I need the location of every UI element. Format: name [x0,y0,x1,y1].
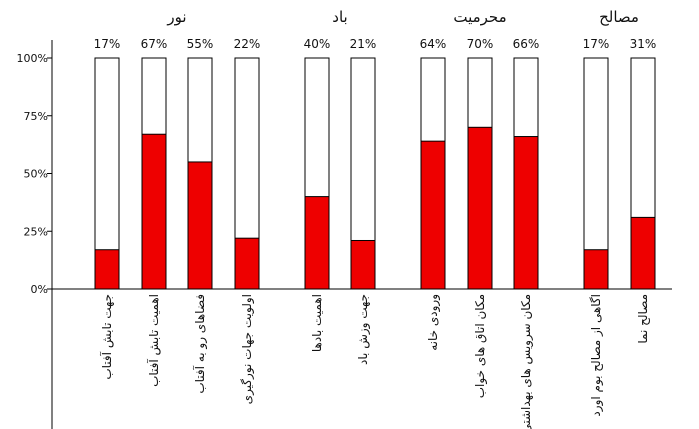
bar [234,237,260,290]
bar [420,140,446,290]
bar [187,161,213,290]
category-label: مکان اتاق های خواب [473,294,488,398]
category-label: جهت وزش باد [356,294,371,365]
bar [94,249,120,290]
value-label: 64% [420,37,447,51]
y-tick-label: 25% [24,225,48,238]
bar [630,216,656,290]
category-label: جهت تابش آفتاب [99,294,115,380]
bar [304,196,330,290]
y-tick-label: 50% [24,168,48,181]
value-label: 17% [94,37,121,51]
value-label: 31% [630,37,657,51]
category-label: اهمیت بادها [310,294,324,352]
value-label: 55% [187,37,214,51]
category-label: مکان سرویس های بهداشتی [519,294,534,429]
bar [141,133,167,290]
category-label: اهمیت تابش آفتاب [146,294,162,387]
category-label: فضاهای رو به آفتاب [192,294,208,394]
bar [583,249,609,290]
bar [467,126,493,290]
value-label: 22% [234,37,261,51]
value-label: 21% [350,37,377,51]
y-tick-label: 0% [31,283,48,296]
value-label: 17% [583,37,610,51]
value-label: 67% [141,37,168,51]
bar [350,239,376,290]
value-label: 66% [513,37,540,51]
category-label: مصالح نما [636,294,650,344]
category-label: اولویت جهات نورگیری [240,294,255,404]
group-label: نور [166,8,186,26]
value-label: 40% [304,37,331,51]
group-label: محرمیت [453,8,506,26]
group-label: باد [332,8,347,26]
bars [94,57,656,290]
category-label: اگاهی از مصالح بوم اورد [589,294,604,417]
y-tick-label: 100% [17,52,48,65]
group-label: مصالح [599,8,639,26]
value-label: 70% [467,37,494,51]
labels: نور 17% جهت تابش آفتاب 67% اهمیت تابش آفتاب 5… [94,8,657,429]
y-tick-label: 75% [24,110,48,123]
category-label: ورودی خانه [426,294,441,351]
bar [513,136,539,290]
